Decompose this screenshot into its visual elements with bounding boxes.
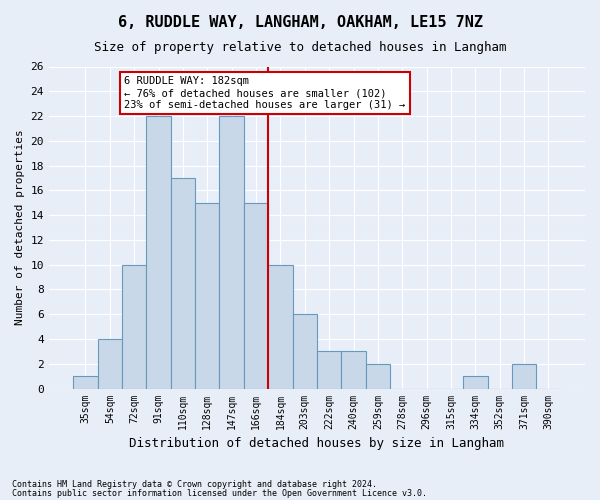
- Text: 6, RUDDLE WAY, LANGHAM, OAKHAM, LE15 7NZ: 6, RUDDLE WAY, LANGHAM, OAKHAM, LE15 7NZ: [118, 15, 482, 30]
- Bar: [171, 178, 195, 388]
- Y-axis label: Number of detached properties: Number of detached properties: [15, 130, 25, 326]
- Bar: [146, 116, 171, 388]
- Bar: [293, 314, 317, 388]
- Bar: [220, 116, 244, 388]
- Bar: [512, 364, 536, 388]
- Text: Contains public sector information licensed under the Open Government Licence v3: Contains public sector information licen…: [12, 488, 427, 498]
- Bar: [268, 264, 293, 388]
- Text: Size of property relative to detached houses in Langham: Size of property relative to detached ho…: [94, 41, 506, 54]
- Bar: [122, 264, 146, 388]
- X-axis label: Distribution of detached houses by size in Langham: Distribution of detached houses by size …: [130, 437, 505, 450]
- Bar: [73, 376, 98, 388]
- Bar: [341, 352, 365, 389]
- Bar: [98, 339, 122, 388]
- Bar: [195, 203, 220, 388]
- Text: 6 RUDDLE WAY: 182sqm
← 76% of detached houses are smaller (102)
23% of semi-deta: 6 RUDDLE WAY: 182sqm ← 76% of detached h…: [124, 76, 406, 110]
- Bar: [244, 203, 268, 388]
- Bar: [463, 376, 488, 388]
- Text: Contains HM Land Registry data © Crown copyright and database right 2024.: Contains HM Land Registry data © Crown c…: [12, 480, 377, 489]
- Bar: [317, 352, 341, 389]
- Bar: [365, 364, 390, 388]
